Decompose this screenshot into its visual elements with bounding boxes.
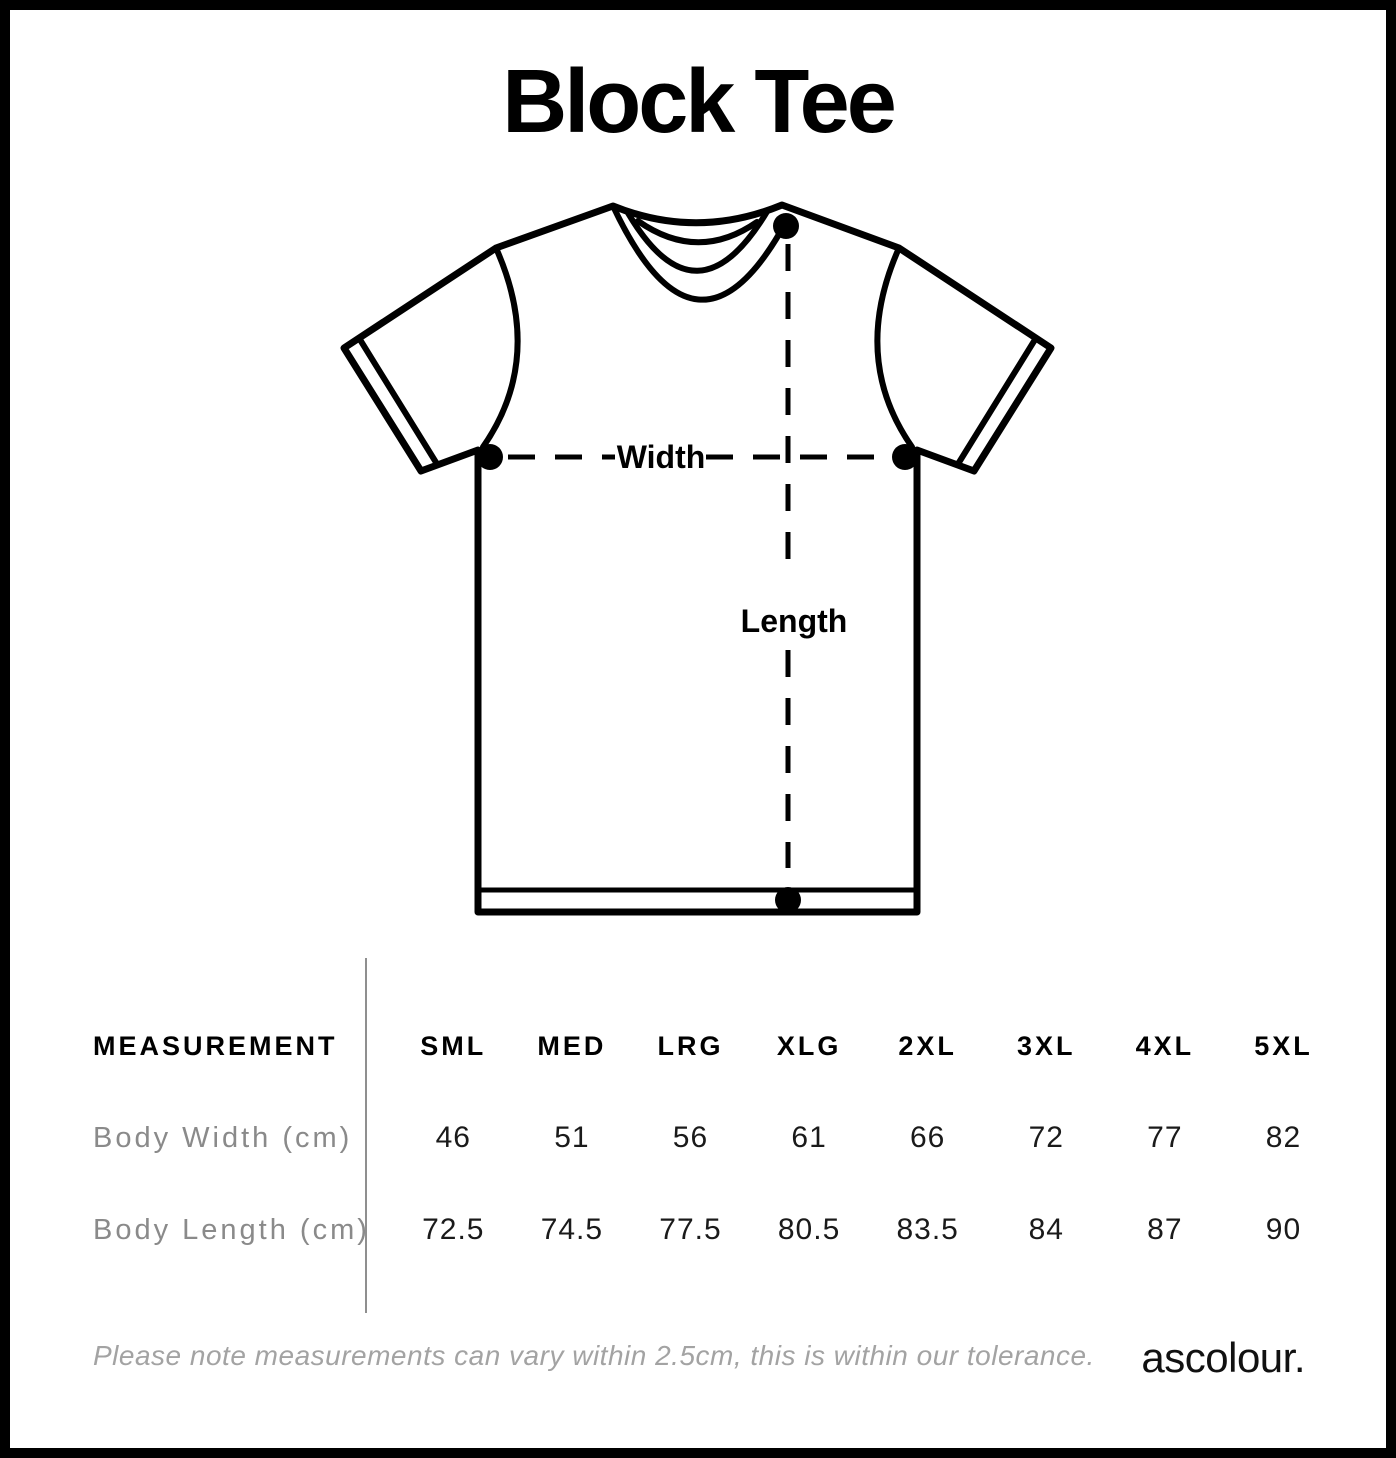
collar-band-line: [625, 207, 771, 274]
size-header-lrg: LRG: [657, 1030, 724, 1061]
row-label-body-width: Body Width (cm): [93, 1121, 353, 1154]
row-label-body-length: Body Length (cm): [93, 1213, 370, 1246]
measurement-header: MEASUREMENT: [93, 1030, 338, 1061]
body-length-value: 74.5: [540, 1213, 604, 1246]
right-armhole-seam: [874, 245, 915, 450]
width-label: Width: [617, 439, 706, 475]
collar-neckline: [610, 203, 789, 303]
right-cuff-line: [955, 335, 1039, 467]
body-width-value: 51: [554, 1121, 590, 1154]
size-header-3xl: 3XL: [1017, 1030, 1076, 1061]
shoulder-point-dot: [773, 213, 799, 239]
body-length-value: 84: [1028, 1213, 1064, 1246]
body-length-value: 80.5: [777, 1213, 841, 1246]
body-length-value: 83.5: [896, 1213, 959, 1246]
collar-rib-line: [635, 218, 760, 246]
left-armhole-seam: [480, 245, 521, 450]
size-header-sml: SML: [420, 1030, 487, 1061]
brand-wordmark: ascolour.: [1141, 1334, 1305, 1381]
body-width-value: 56: [672, 1121, 709, 1154]
left-cuff-line: [356, 335, 440, 467]
page-title: Block Tee: [502, 52, 897, 152]
body-length-value: 87: [1147, 1213, 1183, 1246]
body-width-value: 61: [791, 1121, 827, 1154]
size-header-xlg: XLG: [776, 1030, 842, 1061]
tshirt-outline: [340, 201, 1055, 916]
body-width-value: 66: [909, 1121, 946, 1154]
size-header-med: MED: [537, 1030, 607, 1061]
size-header-5xl: 5XL: [1254, 1030, 1313, 1061]
body-width-value: 46: [435, 1121, 471, 1154]
length-label: Length: [741, 603, 848, 639]
table-divider: [365, 958, 367, 1313]
size-header-4xl: 4XL: [1135, 1030, 1195, 1061]
size-table: MEASUREMENT SML MED LRG XLG 2XL 3XL 4XL …: [93, 1000, 1343, 1276]
tolerance-note: Please note measurements can vary within…: [93, 1340, 1095, 1371]
hem-point-dot: [775, 887, 801, 913]
tshirt-diagram: Width Length: [340, 201, 1055, 916]
body-width-value: 77: [1147, 1121, 1183, 1154]
body-length-value: 90: [1265, 1213, 1302, 1246]
right-armpit-dot: [892, 444, 918, 470]
body-length-value: 72.5: [422, 1213, 485, 1246]
left-armpit-dot: [477, 444, 503, 470]
body-width-value: 72: [1028, 1121, 1064, 1154]
size-header-2xl: 2XL: [898, 1030, 957, 1061]
body-width-value: 82: [1265, 1121, 1302, 1154]
body-length-value: 77.5: [659, 1213, 722, 1246]
